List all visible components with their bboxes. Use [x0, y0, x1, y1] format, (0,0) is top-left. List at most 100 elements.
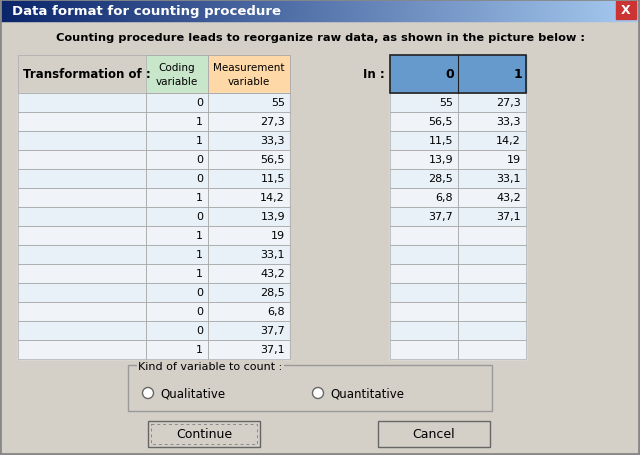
Bar	[438, 0, 439, 22]
Bar	[494, 0, 495, 22]
Text: 11,5: 11,5	[429, 136, 453, 146]
Bar	[146, 207, 208, 227]
Bar	[524, 0, 525, 22]
Bar	[390, 94, 458, 113]
Bar	[457, 0, 458, 22]
Bar	[105, 0, 106, 22]
Bar	[186, 0, 187, 22]
Bar	[54, 0, 55, 22]
Bar	[356, 0, 357, 22]
Bar	[18, 340, 146, 359]
Bar	[163, 0, 164, 22]
Bar	[242, 0, 243, 22]
Bar	[18, 207, 146, 227]
Bar	[146, 283, 208, 302]
Bar	[458, 188, 526, 207]
Bar	[130, 0, 131, 22]
Bar	[355, 0, 356, 22]
Bar	[427, 0, 428, 22]
Bar	[342, 0, 343, 22]
Bar	[148, 421, 260, 447]
Bar	[257, 0, 258, 22]
Bar	[5, 0, 6, 22]
Bar	[155, 0, 156, 22]
Bar	[146, 151, 208, 170]
Bar	[273, 0, 274, 22]
Bar	[18, 56, 290, 94]
Bar	[182, 0, 183, 22]
Bar	[570, 0, 571, 22]
Bar	[568, 0, 569, 22]
Bar	[194, 0, 195, 22]
Bar	[343, 0, 344, 22]
Bar	[509, 0, 510, 22]
Bar	[416, 0, 417, 22]
Bar	[282, 0, 283, 22]
Bar	[511, 0, 512, 22]
Bar	[93, 0, 94, 22]
Bar	[251, 0, 252, 22]
Bar	[129, 0, 130, 22]
Bar	[73, 0, 74, 22]
Bar	[208, 151, 290, 170]
Bar	[46, 0, 47, 22]
Bar	[421, 0, 422, 22]
Bar	[217, 0, 218, 22]
Bar	[520, 0, 521, 22]
Bar	[146, 151, 208, 170]
Bar	[602, 0, 603, 22]
Bar	[245, 0, 246, 22]
Bar	[483, 0, 484, 22]
Bar	[374, 0, 375, 22]
Text: 33,3: 33,3	[260, 136, 285, 146]
Bar	[519, 0, 520, 22]
Bar	[23, 0, 24, 22]
Bar	[137, 0, 138, 22]
Bar	[518, 0, 519, 22]
Bar	[332, 0, 333, 22]
Bar	[290, 321, 390, 340]
Bar	[290, 170, 390, 188]
Bar	[394, 0, 395, 22]
Bar	[480, 0, 481, 22]
Text: Quantitative: Quantitative	[330, 387, 404, 399]
Bar	[221, 0, 222, 22]
Bar	[601, 0, 602, 22]
Bar	[617, 0, 618, 22]
Bar	[335, 0, 336, 22]
Bar	[74, 0, 75, 22]
Bar	[255, 0, 256, 22]
Bar	[458, 302, 526, 321]
Bar	[239, 0, 240, 22]
Bar	[98, 0, 99, 22]
Bar	[84, 0, 85, 22]
Bar	[469, 0, 470, 22]
Bar	[208, 321, 290, 340]
Bar	[18, 245, 146, 264]
Text: 33,1: 33,1	[260, 250, 285, 260]
Bar	[219, 0, 220, 22]
Bar	[11, 0, 12, 22]
Text: In :: In :	[364, 68, 385, 81]
Text: 14,2: 14,2	[496, 136, 521, 146]
Bar	[637, 0, 638, 22]
Bar	[492, 0, 493, 22]
Bar	[254, 0, 255, 22]
Text: 14,2: 14,2	[260, 193, 285, 203]
Text: Transformation of :: Transformation of :	[23, 68, 151, 81]
Bar	[208, 264, 290, 283]
Text: 0: 0	[196, 212, 203, 222]
Bar	[226, 0, 227, 22]
Bar	[20, 0, 21, 22]
Bar	[183, 0, 184, 22]
Bar	[339, 0, 340, 22]
Bar	[458, 207, 526, 227]
Bar	[373, 0, 374, 22]
Bar	[610, 0, 611, 22]
Bar	[146, 188, 208, 207]
Bar	[211, 0, 212, 22]
Text: 43,2: 43,2	[260, 269, 285, 279]
Bar	[341, 0, 342, 22]
Bar	[346, 0, 347, 22]
Bar	[428, 0, 429, 22]
